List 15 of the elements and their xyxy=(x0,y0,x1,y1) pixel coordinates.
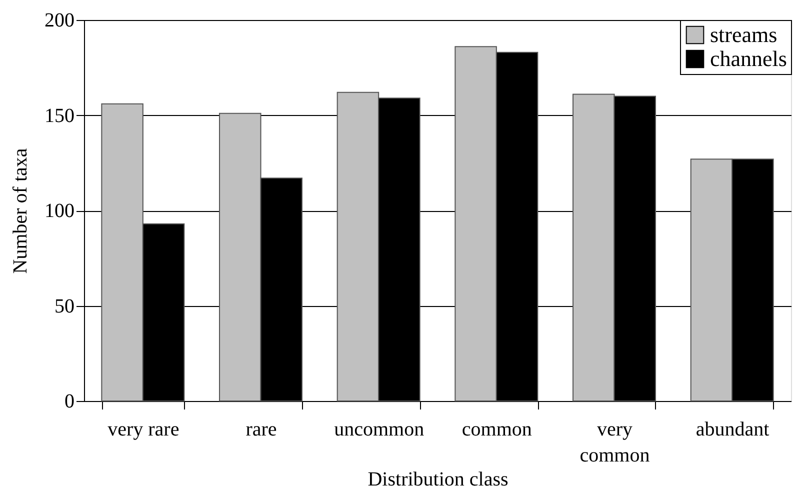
legend-label: channels xyxy=(710,46,787,71)
x-tick-label: rare xyxy=(246,418,277,440)
y-axis-title: Number of taxa xyxy=(10,148,32,274)
y-tick-label: 200 xyxy=(44,10,74,32)
y-tick-label: 0 xyxy=(64,390,74,412)
x-tick-label: abundant xyxy=(696,418,770,440)
x-tick-label: very common xyxy=(580,418,650,466)
y-tick-label: 150 xyxy=(44,104,74,127)
y-tick-label: 50 xyxy=(54,295,74,318)
legend-label: streams xyxy=(710,22,778,47)
x-tick-label: uncommon xyxy=(334,418,424,440)
x-tick-label: very rare xyxy=(108,418,180,440)
x-tick-label: common xyxy=(462,418,532,440)
x-axis-title: Distribution class xyxy=(368,468,508,490)
y-tick-label: 100 xyxy=(44,200,74,222)
